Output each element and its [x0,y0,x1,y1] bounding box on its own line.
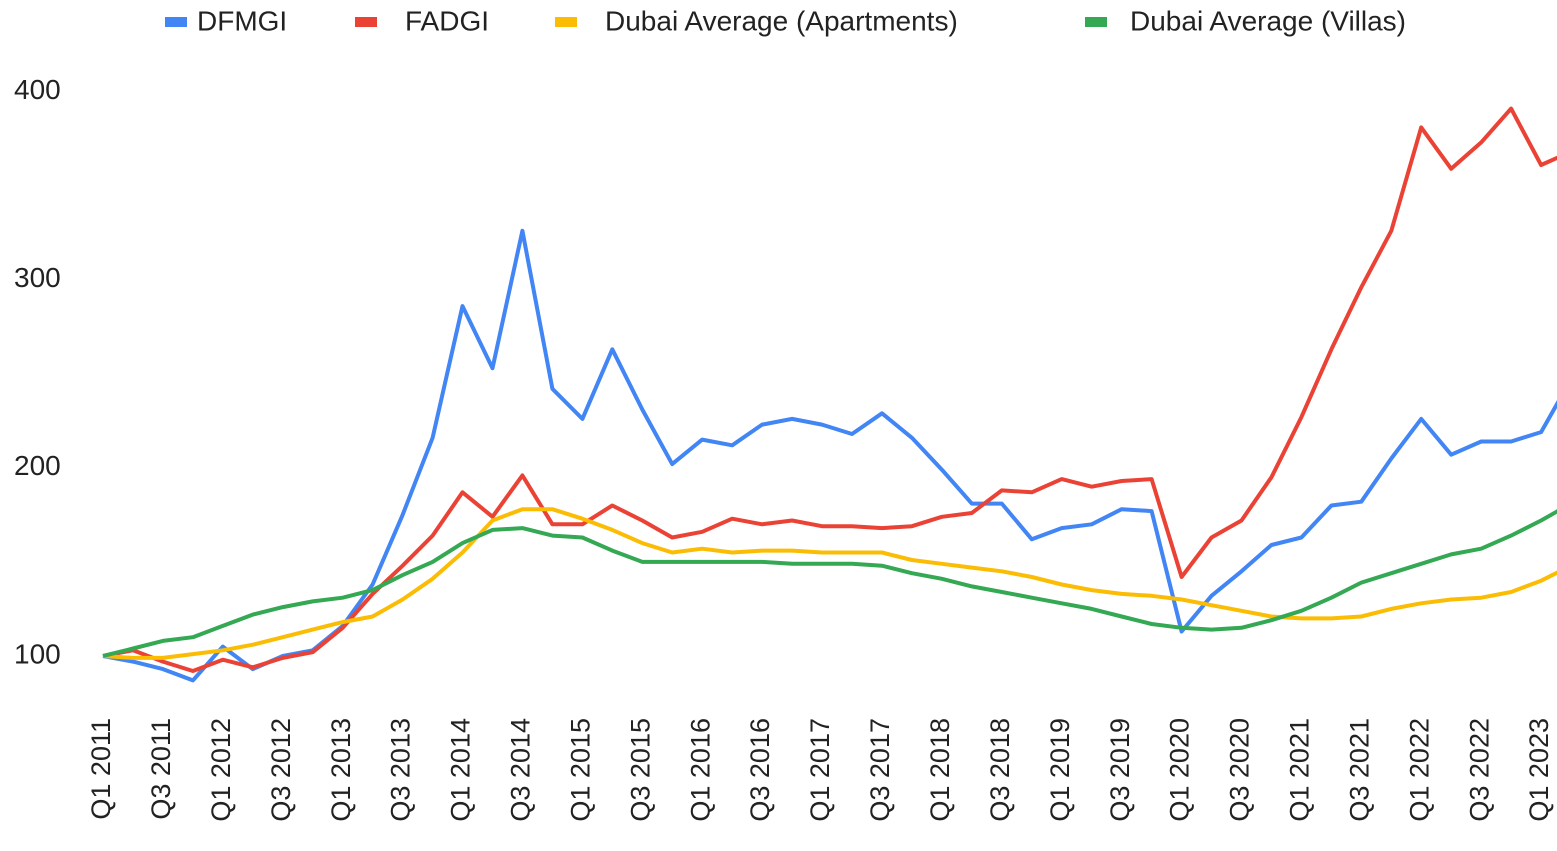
y-tick-label: 200 [14,450,61,481]
x-tick-label: Q1 2023 [1524,718,1554,822]
x-tick-label: Q3 2012 [266,718,296,822]
legend-label: Dubai Average (Villas) [1130,5,1406,36]
x-tick-label: Q3 2013 [386,718,416,822]
legend-swatch [355,17,377,27]
x-tick-label: Q1 2016 [685,718,715,822]
x-tick-label: Q1 2013 [326,718,356,822]
x-tick-label: Q1 2020 [1165,718,1195,822]
series-line [102,228,1557,683]
x-tick-label: Q3 2021 [1344,718,1374,822]
x-tick-label: Q1 2011 [86,718,116,820]
x-tick-label: Q1 2021 [1285,718,1315,822]
series-line [102,509,1557,658]
x-tick-label: Q3 2020 [1225,718,1255,822]
x-tick-label: Q3 2014 [506,718,536,822]
x-tick-label: Q3 2017 [865,718,895,822]
x-tick-label: Q1 2018 [925,718,955,822]
x-tick-label: Q3 2011 [146,718,176,820]
legend-label: Dubai Average (Apartments) [605,5,958,36]
series-line [102,507,1557,660]
x-tick-label: Q3 2015 [625,718,655,822]
legend: DFMGI FADGI Dubai Average (Apartments) Duba… [165,5,1406,36]
x-tick-label: Q1 2014 [446,718,476,822]
legend-swatch [555,17,577,27]
legend-swatch [165,17,187,27]
x-tick-label: Q3 2016 [745,718,775,822]
axes: 100 200 300 400 Q1 2011 Q3 2011 Q1 2012 Q3 2012… [14,74,1554,822]
x-tick-label: Q1 2012 [206,718,236,822]
plot-area [102,106,1557,683]
y-tick-label: 100 [14,638,61,669]
x-tick-label: Q3 2019 [1105,718,1135,822]
legend-swatch [1085,17,1107,27]
legend-label: FADGI [405,5,489,36]
x-tick-label: Q1 2019 [1045,718,1075,822]
y-tick-label: 400 [14,74,61,105]
series-line [102,106,1557,673]
x-tick-label: Q3 2018 [985,718,1015,822]
x-tick-label: Q3 2022 [1464,718,1494,822]
y-tick-label: 300 [14,262,61,293]
legend-label: DFMGI [197,5,287,36]
x-tick-label: Q1 2015 [565,718,595,822]
x-tick-label: Q1 2022 [1404,718,1434,822]
x-tick-label: Q1 2017 [805,718,835,822]
